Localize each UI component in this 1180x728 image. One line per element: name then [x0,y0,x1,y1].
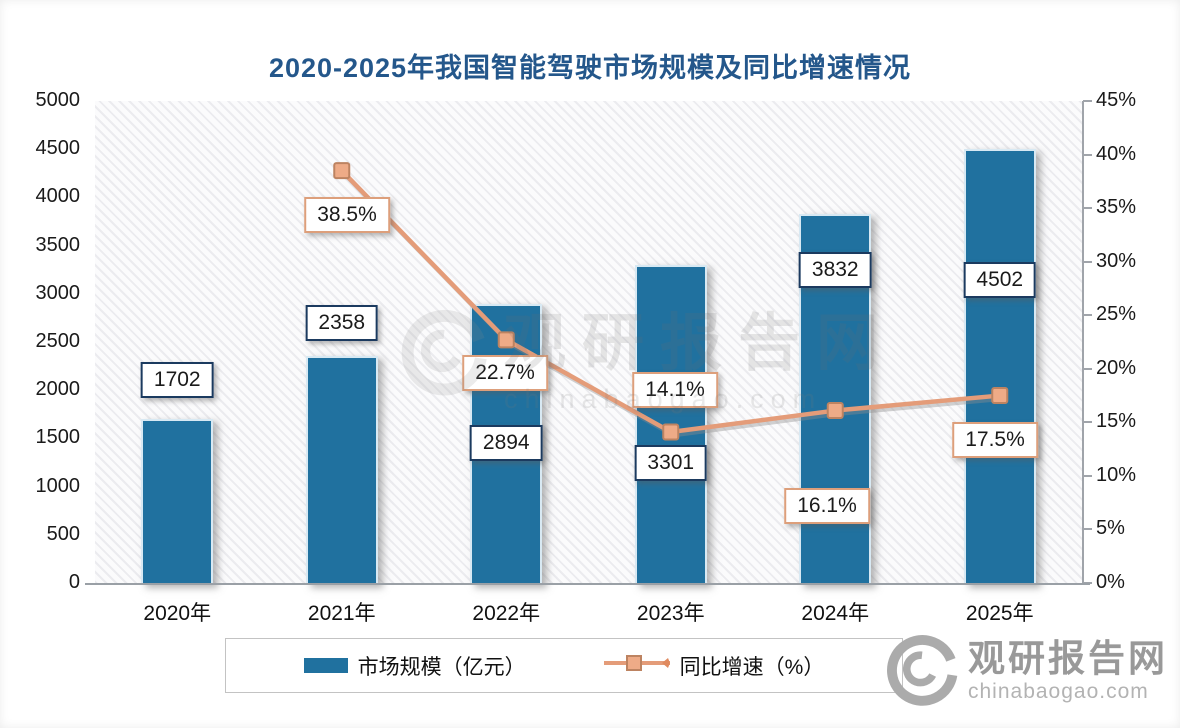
bar-2021年 [305,355,378,585]
right-axis-tick-mark [1083,367,1092,370]
line-marker [826,402,844,420]
growth-value-label: 17.5% [952,422,1038,458]
right-y-axis: 45% 40% 35% 30% 25% 20% 15% 10% 5% 0% [1096,89,1176,593]
right-axis-tick-label: 40% [1096,142,1137,165]
line-marker [991,387,1009,405]
bar-series-swatch [303,658,348,673]
brand-watermark: 观研报告网 chinabaogao.com [884,631,1168,712]
x-axis-tick-label: 2021年 [307,602,376,625]
left-axis-tick-label: 500 [46,522,80,545]
right-axis-tick-label: 10% [1096,463,1137,486]
legend-label: 市场规模（亿元） [357,655,526,679]
x-axis-tick-label: 2022年 [472,602,541,625]
bar-value-label: 2358 [305,305,379,341]
left-axis-tick-label: 2500 [35,330,81,352]
right-axis-tick-marks [1083,100,1093,584]
left-axis-tick-label: 2000 [35,378,81,401]
right-axis-tick-mark [1083,153,1092,156]
brand-title: 观研报告网 [968,637,1168,679]
right-axis-tick-label: 45% [1096,89,1137,111]
left-y-axis: 5000 4500 4000 3500 3000 2500 2000 1500 1000 500 0 [0,89,81,593]
legend-item-growth-rate: 同比增速（%） [603,651,825,681]
growth-value-label: 16.1% [784,488,870,524]
bar-value-label: 3832 [798,252,872,288]
bar-value-label: 1702 [140,362,214,398]
brand-subtitle: chinabaogao.com [968,679,1149,703]
bar-2020年 [141,418,214,585]
left-axis-tick-label: 1000 [35,474,81,497]
left-axis-tick-label: 3000 [35,281,81,304]
left-axis-tick-label: 5000 [35,89,81,111]
growth-value-label: 38.5% [304,197,390,233]
x-axis-line [85,583,1090,585]
left-axis-tick-label: 0 [68,571,80,593]
right-axis-tick-label: 30% [1096,249,1137,272]
line-marker [497,331,515,349]
right-axis-tick-mark [1083,474,1092,477]
bar-value-label: 3301 [634,445,708,481]
x-axis-tick-label: 2020年 [143,602,212,625]
bar-value-label: 4502 [963,262,1037,298]
x-axis-tick-label: 2024年 [801,602,870,625]
right-axis-tick-label: 25% [1096,303,1137,326]
brand-swirl-logo-icon [884,631,960,712]
line-marker [662,423,680,441]
right-axis-tick-label: 15% [1096,410,1137,433]
x-axis-labels: 2020年 2021年 2022年 2023年 2024年 2025年 [95,597,1082,627]
growth-value-label: 14.1% [632,372,718,408]
left-axis-tick-label: 4000 [35,185,81,208]
left-axis-tick-label: 3500 [35,233,81,256]
right-axis-tick-mark [1083,528,1092,531]
line-marker [333,162,351,180]
bar-value-label: 2894 [469,425,543,461]
plot-area: 1702 2358 2894 3301 3832 4502 38.5% 22.7% 14.1% 1… [95,101,1084,585]
right-axis-tick-mark [1083,314,1092,317]
bar-2025年 [963,149,1036,585]
legend-item-market-size: 市场规模（亿元） [303,651,526,681]
right-axis-tick-mark [1083,100,1092,102]
right-axis-tick-label: 20% [1096,356,1137,379]
growth-value-label: 22.7% [462,355,548,391]
right-axis-tick-mark [1083,260,1092,263]
growth-line-layer [333,162,1009,441]
right-axis-tick-mark [1083,421,1092,424]
right-axis-tick-mark [1083,207,1092,210]
right-axis-tick-label: 0% [1096,571,1125,593]
line-series-swatch-icon [603,655,670,676]
right-axis-tick-label: 5% [1096,517,1125,540]
x-axis-tick-label: 2023年 [636,602,705,625]
legend: 市场规模（亿元） 同比增速（%） [225,638,903,693]
right-axis-tick-label: 35% [1096,196,1137,219]
left-axis-tick-label: 4500 [35,137,81,160]
legend-label: 同比增速（%） [679,655,825,679]
x-axis-tick-label: 2025年 [965,602,1034,625]
left-axis-tick-label: 1500 [35,426,81,449]
chart-title: 2020-2025年我国智能驾驶市场规模及同比增速情况 [268,53,912,83]
